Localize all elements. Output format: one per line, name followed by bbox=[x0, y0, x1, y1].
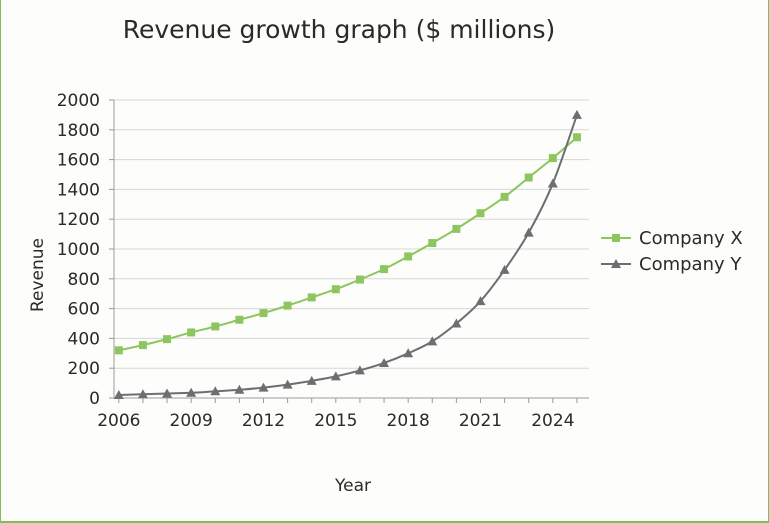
y-tick-label: 0 bbox=[89, 389, 100, 409]
data-point-company-y bbox=[547, 178, 558, 188]
data-point-company-x bbox=[114, 346, 123, 355]
data-point-company-y bbox=[258, 382, 269, 392]
data-point-company-x bbox=[476, 209, 485, 218]
data-point-company-x bbox=[524, 173, 533, 182]
data-point-company-y bbox=[379, 357, 390, 367]
data-point-company-x bbox=[235, 315, 244, 324]
x-tick-label: 2012 bbox=[242, 411, 285, 431]
data-point-company-x bbox=[187, 328, 196, 337]
y-tick-label: 400 bbox=[68, 329, 100, 349]
data-point-company-y bbox=[427, 336, 438, 346]
data-point-company-y bbox=[354, 365, 365, 375]
y-tick-labels: 0 200 400 600 800 1000 1200 1400 1600 1800 2000 bbox=[57, 91, 100, 409]
data-point-company-x bbox=[452, 224, 461, 233]
legend-marker-company-y bbox=[611, 259, 621, 268]
y-tick-label: 1800 bbox=[57, 121, 100, 141]
gridlines bbox=[114, 99, 589, 369]
data-point-company-x bbox=[259, 309, 268, 318]
legend-label-company-x: Company X bbox=[639, 228, 743, 249]
data-point-company-x bbox=[307, 293, 316, 302]
data-point-company-x bbox=[404, 252, 413, 261]
data-point-company-y bbox=[523, 227, 534, 237]
x-tick-labels: 2006 2009 2012 2015 2018 2021 2024 bbox=[97, 411, 574, 431]
y-tick-label: 1200 bbox=[57, 210, 100, 230]
y-tick-label: 1600 bbox=[57, 151, 100, 171]
legend-label-company-y: Company Y bbox=[639, 254, 742, 275]
data-point-company-y bbox=[475, 296, 486, 306]
data-point-company-x bbox=[572, 133, 581, 142]
y-tick-label: 800 bbox=[68, 270, 100, 290]
data-point-company-y bbox=[571, 109, 582, 119]
y-tick-label: 2000 bbox=[57, 91, 100, 111]
y-tick-label: 1400 bbox=[57, 180, 100, 200]
data-point-company-x bbox=[331, 285, 340, 294]
legend: Company X Company Y bbox=[601, 228, 743, 275]
data-point-company-x bbox=[500, 192, 509, 201]
data-point-company-x bbox=[548, 154, 557, 163]
series-line-company-x bbox=[118, 136, 578, 352]
data-point-company-y bbox=[330, 371, 341, 381]
data-point-company-x bbox=[283, 301, 292, 310]
data-point-company-y bbox=[210, 386, 221, 396]
data-point-company-y bbox=[113, 390, 124, 400]
data-point-company-y bbox=[499, 264, 510, 274]
x-tick-label: 2021 bbox=[459, 411, 502, 431]
data-point-company-x bbox=[428, 239, 437, 248]
data-point-company-y bbox=[162, 388, 173, 398]
y-tick-label: 200 bbox=[68, 359, 100, 379]
axes bbox=[109, 99, 589, 403]
data-point-company-x bbox=[355, 275, 364, 284]
legend-marker-company-x bbox=[612, 234, 620, 242]
data-point-company-y bbox=[282, 379, 293, 389]
series bbox=[113, 109, 582, 400]
y-tick-label: 600 bbox=[68, 300, 100, 320]
data-point-company-y bbox=[306, 375, 317, 385]
data-point-company-y bbox=[186, 387, 197, 397]
chart-title: Revenue growth graph ($ millions) bbox=[123, 15, 556, 44]
data-point-company-x bbox=[138, 341, 147, 350]
y-tick-label: 1000 bbox=[57, 240, 100, 260]
x-tick-label: 2015 bbox=[314, 411, 357, 431]
x-axis-title: Year bbox=[334, 476, 371, 496]
data-point-company-y bbox=[137, 389, 148, 399]
data-point-company-x bbox=[163, 335, 172, 344]
x-tick-label: 2024 bbox=[531, 411, 574, 431]
x-tick-label: 2006 bbox=[97, 411, 140, 431]
data-point-company-x bbox=[211, 322, 220, 331]
series-line-company-y bbox=[118, 114, 578, 397]
data-point-company-y bbox=[451, 318, 462, 328]
data-point-company-y bbox=[403, 348, 414, 358]
x-tick-label: 2009 bbox=[170, 411, 213, 431]
y-axis-title: Revenue bbox=[28, 238, 48, 312]
x-tick-label: 2018 bbox=[387, 411, 430, 431]
data-point-company-x bbox=[380, 265, 389, 274]
data-point-company-y bbox=[234, 384, 245, 394]
